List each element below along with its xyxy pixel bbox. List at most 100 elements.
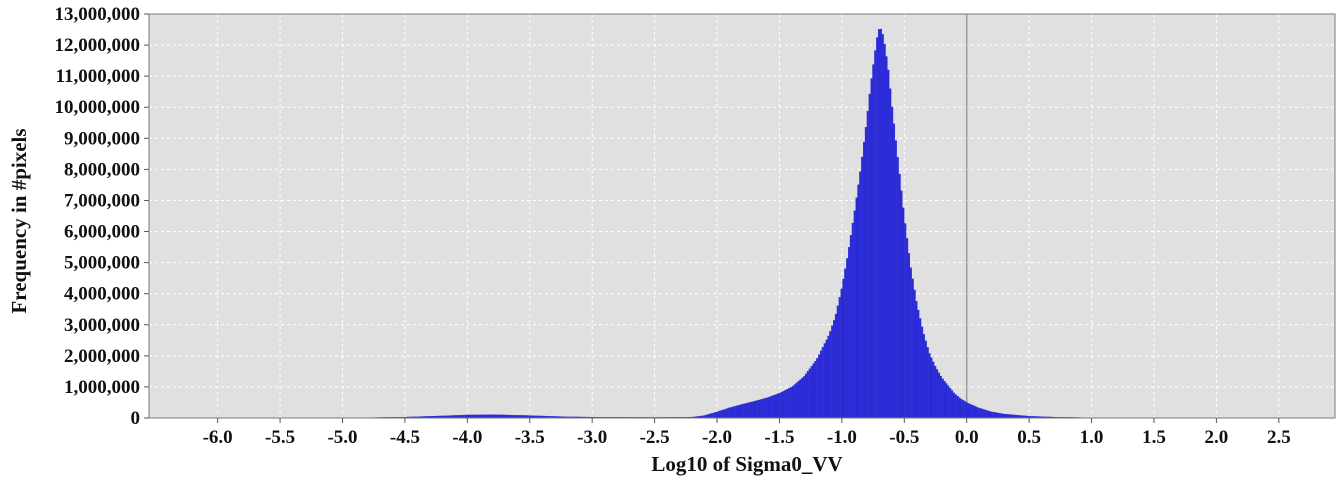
- histogram-bar: [937, 372, 940, 419]
- histogram-bar: [829, 331, 832, 419]
- x-tick-label: -3.5: [515, 427, 545, 448]
- histogram-bar: [921, 326, 924, 419]
- histogram-bar: [846, 258, 849, 419]
- histogram-bar: [990, 411, 993, 419]
- histogram-bar: [1005, 414, 1008, 419]
- histogram-bar: [767, 397, 770, 419]
- histogram-bar: [801, 377, 804, 419]
- x-tick-label: -2.0: [702, 427, 732, 448]
- histogram-bar: [982, 409, 985, 419]
- histogram-bar: [992, 411, 995, 419]
- histogram-bar: [979, 408, 982, 419]
- histogram-bar: [969, 404, 972, 419]
- histogram-bar: [773, 395, 776, 419]
- histogram-bar: [962, 400, 965, 419]
- y-tick-label: 11,000,000: [56, 66, 140, 87]
- histogram-bar: [861, 156, 864, 419]
- histogram-bar: [743, 403, 746, 419]
- histogram-bar: [840, 288, 843, 419]
- histogram-bar: [1003, 413, 1006, 419]
- y-tick-label: 5,000,000: [64, 253, 140, 274]
- histogram-bar: [936, 369, 939, 419]
- x-tick-label: -1.0: [827, 427, 857, 448]
- histogram-bar: [711, 413, 714, 419]
- histogram-bar: [718, 410, 721, 419]
- plot-frame: [148, 13, 1336, 419]
- histogram-bar: [827, 335, 830, 419]
- histogram-bar: [934, 365, 937, 419]
- histogram-bar: [902, 207, 905, 419]
- histogram-bar: [709, 413, 712, 419]
- histogram-bar: [1007, 414, 1010, 419]
- x-tick-label: 2.5: [1267, 427, 1291, 448]
- histogram-bar: [881, 34, 884, 419]
- histogram-bar: [819, 350, 822, 419]
- histogram-bar: [760, 399, 763, 419]
- histogram-bar: [851, 222, 854, 419]
- histogram-bar: [958, 397, 961, 419]
- histogram-bar: [730, 407, 733, 419]
- histogram-bar: [797, 381, 800, 419]
- histogram-bar: [739, 404, 742, 419]
- histogram-bar: [804, 373, 808, 419]
- histogram-bar: [763, 398, 766, 419]
- y-tick-label: 1,000,000: [64, 377, 140, 398]
- histogram-bar: [939, 375, 942, 419]
- y-tick-label: 4,000,000: [64, 284, 140, 305]
- x-tick-label: -2.5: [640, 427, 670, 448]
- histogram-bar: [816, 358, 819, 419]
- histogram-bar: [793, 384, 796, 419]
- histogram-bar: [868, 93, 871, 419]
- histogram-bar: [746, 402, 749, 419]
- plot-area: [149, 14, 1335, 418]
- histogram-bar: [980, 408, 984, 419]
- histogram-bar: [941, 378, 944, 419]
- histogram-bar: [726, 408, 729, 419]
- histogram-bar: [956, 395, 959, 419]
- histogram-bar: [771, 395, 774, 419]
- histogram-bar: [486, 414, 489, 419]
- histogram-bar: [872, 64, 875, 419]
- histogram-bar: [776, 393, 779, 419]
- histogram-bar: [716, 411, 720, 419]
- histogram-bar: [1009, 414, 1012, 419]
- histogram-bar: [986, 410, 989, 419]
- histogram-bar: [891, 106, 894, 419]
- histogram-bar: [722, 409, 725, 419]
- y-tick-label: 3,000,000: [64, 315, 140, 336]
- histogram-bar: [849, 235, 852, 419]
- histogram-bar: [907, 253, 911, 419]
- histogram-bar: [808, 368, 811, 419]
- y-tick-label: 12,000,000: [55, 35, 141, 56]
- histogram-bar: [949, 387, 952, 419]
- histogram-bar: [964, 401, 967, 419]
- y-tick-label: 13,000,000: [55, 4, 141, 25]
- y-tick-label: 9,000,000: [64, 128, 140, 149]
- y-tick-label: 6,000,000: [64, 222, 140, 243]
- histogram-bar: [952, 392, 955, 419]
- histogram-bar: [791, 386, 794, 419]
- histogram-bar: [967, 403, 970, 419]
- histogram-bar: [898, 173, 901, 419]
- histogram-bar: [795, 382, 798, 419]
- histogram-bar: [971, 405, 974, 419]
- histogram-bar: [883, 43, 886, 419]
- histogram-bar: [756, 400, 759, 419]
- y-axis-title: Frequency in #pixels: [7, 128, 31, 313]
- y-tick-label: 10,000,000: [55, 97, 141, 118]
- histogram-bar: [748, 402, 751, 419]
- histogram-bar: [911, 278, 914, 419]
- histogram-bar: [906, 238, 909, 419]
- histogram-bar: [831, 325, 834, 419]
- histogram-bar: [834, 313, 837, 419]
- histogram-bar: [733, 406, 736, 419]
- histogram-bar: [999, 413, 1002, 419]
- histogram-bar: [728, 407, 731, 419]
- histogram-bar: [943, 380, 946, 419]
- histogram-bar: [833, 320, 836, 419]
- histogram-bar: [784, 390, 787, 419]
- histogram-bar: [782, 391, 785, 419]
- histogram-bar: [741, 404, 744, 419]
- histogram-bar: [494, 414, 497, 419]
- y-tick-label: 8,000,000: [64, 159, 140, 180]
